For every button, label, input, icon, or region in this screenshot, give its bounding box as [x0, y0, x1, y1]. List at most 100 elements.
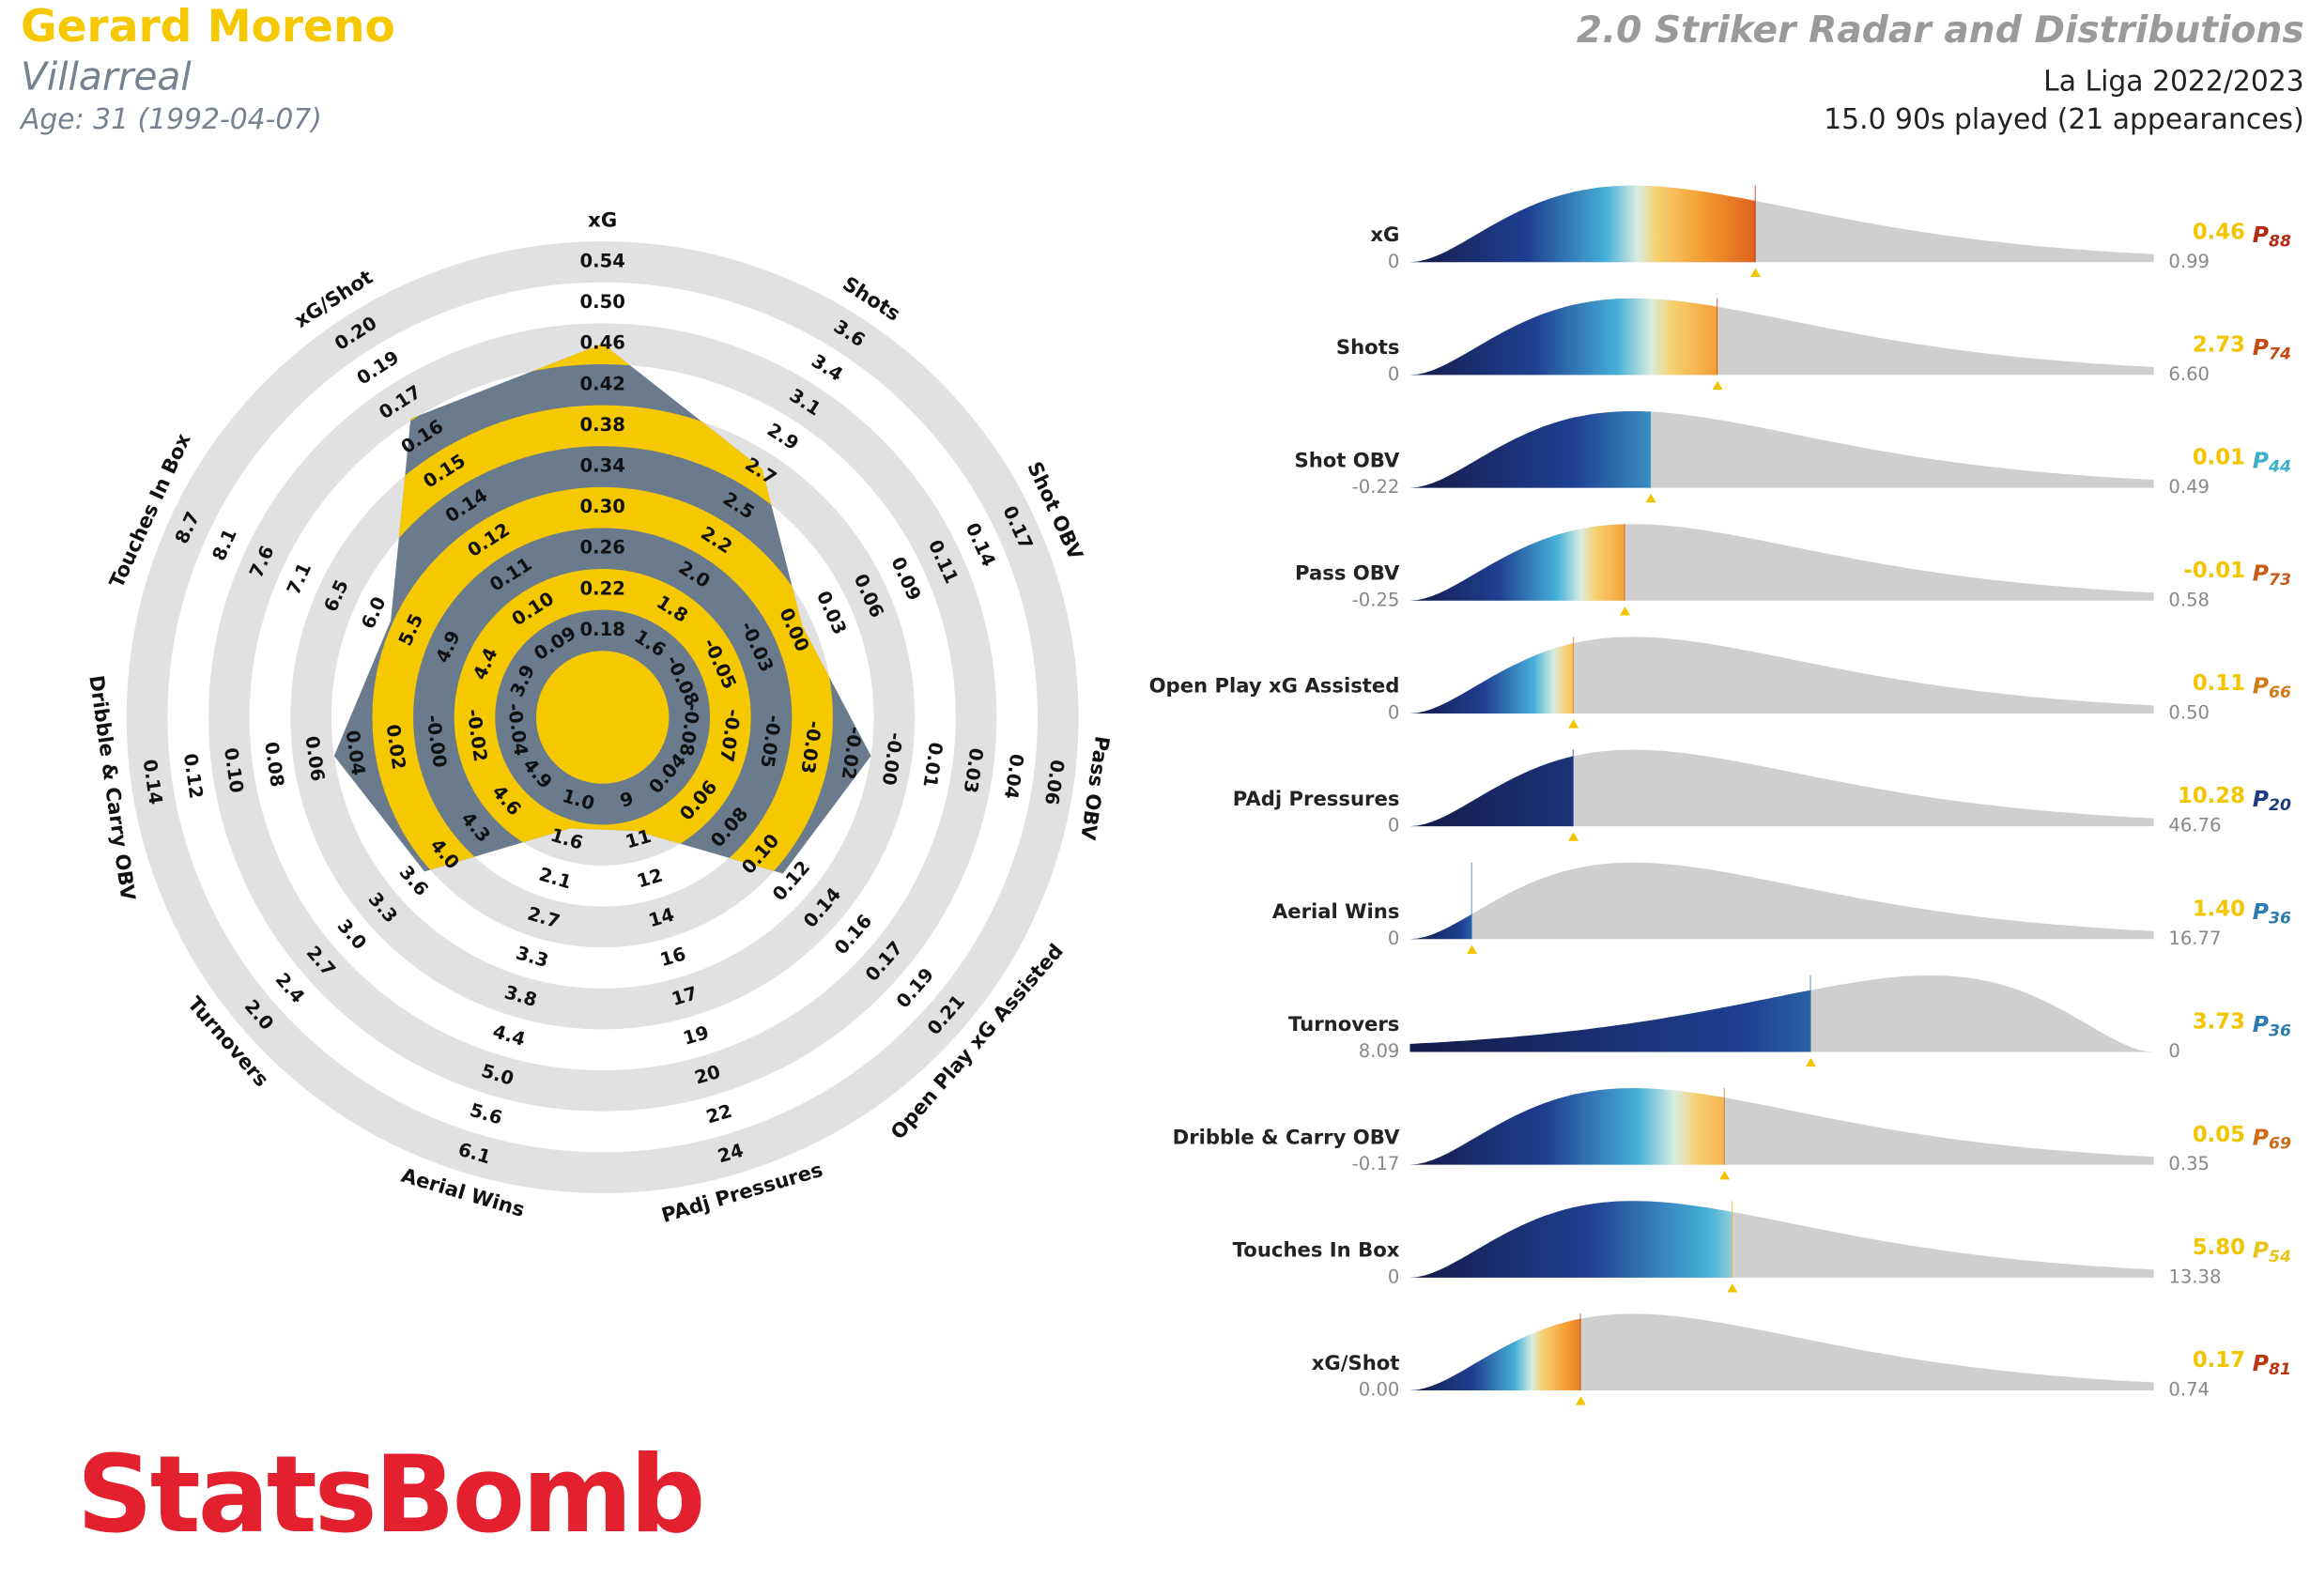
ring-label: 0.22	[579, 577, 624, 599]
ring-label: 0.26	[579, 537, 624, 559]
max-label: 16.77	[2168, 928, 2221, 949]
percentile-value: 81	[2269, 1360, 2291, 1379]
player-age: Age: 31 (1992-04-07)	[19, 103, 322, 136]
min-label: -0.17	[1352, 1153, 1400, 1174]
ring-label: 0.04	[1000, 752, 1028, 800]
ring-band-inner	[333, 405, 871, 874]
logo: StatsBomb	[77, 1433, 703, 1557]
percentile-prefix: P	[2253, 1124, 2269, 1150]
value-label: 10.28	[2178, 784, 2245, 808]
distribution-fill	[1409, 1318, 1581, 1390]
ring-label: 3.4	[808, 350, 847, 386]
value-marker	[1575, 1396, 1586, 1405]
metric-label: Shot OBV	[1294, 448, 1400, 471]
value-marker	[1805, 1057, 1816, 1067]
percentile-label: P54	[2253, 1236, 2291, 1266]
competition: La Liga 2022/2023	[2043, 65, 2304, 98]
ring-label: 3.0	[333, 915, 371, 954]
value-label: 0.46	[2193, 220, 2245, 244]
percentile-label: P36	[2253, 1011, 2291, 1041]
distribution-row: Touches In Box 0 13.38 5.80 P54	[1233, 1201, 2291, 1293]
metric-label: Dribble & Carry OBV	[1173, 1125, 1400, 1148]
ring-label: 0.54	[579, 250, 624, 271]
player-name: Gerard Moreno	[21, 1, 395, 53]
percentile-value: 20	[2269, 796, 2291, 815]
ring-label: 0.42	[579, 373, 624, 394]
percentile-prefix: P	[2253, 222, 2269, 248]
value-marker	[1727, 1283, 1738, 1293]
value-label: 3.73	[2193, 1010, 2245, 1035]
percentile-label: P73	[2253, 560, 2291, 590]
ring-label: 2.1	[536, 864, 574, 894]
percentile-label: P81	[2253, 1349, 2291, 1379]
ring-band	[126, 241, 1079, 1193]
axis-label: Pass OBV	[1076, 735, 1115, 842]
percentile-label: P44	[2253, 447, 2291, 477]
percentile-prefix: P	[2253, 334, 2269, 361]
min-label: 0	[1388, 815, 1399, 836]
value-label: 0.11	[2193, 671, 2245, 696]
distribution-fill	[1409, 524, 1625, 601]
value-label: 0.05	[2193, 1123, 2245, 1147]
distribution-row: Pass OBV -0.25 0.58 -0.01 P73	[1295, 524, 2291, 616]
percentile-value: 73	[2269, 571, 2291, 590]
ring-label: 3.3	[514, 942, 551, 972]
ring-label: 0.34	[579, 455, 624, 477]
min-label: 8.09	[1359, 1040, 1400, 1062]
percentile-value: 36	[2269, 1022, 2291, 1041]
distribution-fill	[1409, 913, 1472, 940]
value-marker	[1568, 832, 1579, 841]
metric-label: Aerial Wins	[1272, 899, 1400, 923]
distribution-fill	[1409, 185, 1756, 263]
ring-label: 7.1	[283, 560, 316, 598]
distribution-fill	[1409, 643, 1574, 714]
ring-label: 12	[635, 865, 666, 893]
distribution-curve	[1409, 749, 2154, 827]
min-label: -0.22	[1352, 476, 1400, 498]
max-label: 0.50	[2168, 701, 2210, 723]
ring-label: 22	[703, 1100, 734, 1128]
percentile-label: P74	[2253, 334, 2291, 364]
percentile-prefix: P	[2253, 1011, 2269, 1037]
min-label: 0	[1388, 363, 1399, 385]
metric-label: xG	[1370, 223, 1399, 246]
min-label: 0	[1388, 701, 1399, 723]
value-marker	[1467, 944, 1478, 954]
value-marker	[1750, 268, 1762, 277]
ring-label: 9	[618, 788, 637, 812]
max-label: 46.76	[2168, 815, 2221, 836]
percentile-value: 88	[2269, 232, 2291, 251]
value-label: 0.01	[2193, 446, 2245, 470]
percentile-label: P88	[2253, 222, 2291, 252]
distribution-fill	[1409, 756, 1574, 827]
distribution-row: Aerial Wins 0 16.77 1.40 P36	[1272, 862, 2291, 954]
distribution-row: Turnovers 8.09 0 3.73 P36	[1288, 974, 2291, 1067]
ring-label: 2.4	[271, 969, 309, 1007]
value-marker	[1620, 606, 1630, 616]
distribution-curve	[1409, 1313, 2154, 1390]
percentile-value: 74	[2269, 345, 2291, 363]
percentile-label: P36	[2253, 898, 2291, 928]
min-label: 0	[1388, 928, 1399, 949]
chart-title: 2.0 Striker Radar and Distributions	[1577, 9, 2304, 52]
distribution-fill	[1409, 990, 1811, 1052]
percentile-label: P66	[2253, 672, 2291, 702]
radar: 0.18 0.22 0.26 0.30 0.34 0.38 0.42 0.46 0.50 0.54…	[85, 207, 1115, 1227]
percentile-value: 36	[2269, 909, 2291, 928]
metric-label: Touches In Box	[1233, 1238, 1400, 1262]
distribution-curve	[1409, 862, 2154, 940]
min-label: 0.00	[1359, 1378, 1400, 1400]
percentile-prefix: P	[2253, 1236, 2269, 1263]
ring-label: 6.0	[357, 593, 390, 632]
distribution-fill	[1409, 1201, 1732, 1278]
ring-label: 16	[657, 943, 688, 971]
percentile-value: 44	[2268, 458, 2291, 477]
max-label: 0.58	[2168, 589, 2210, 610]
ring-label: 8.1	[208, 526, 241, 564]
percentile-label: P20	[2253, 785, 2291, 815]
distribution-curve	[1409, 637, 2154, 714]
value-label: 0.17	[2193, 1348, 2245, 1373]
percentile-prefix: P	[2253, 672, 2269, 698]
percentile-prefix: P	[2253, 898, 2269, 925]
